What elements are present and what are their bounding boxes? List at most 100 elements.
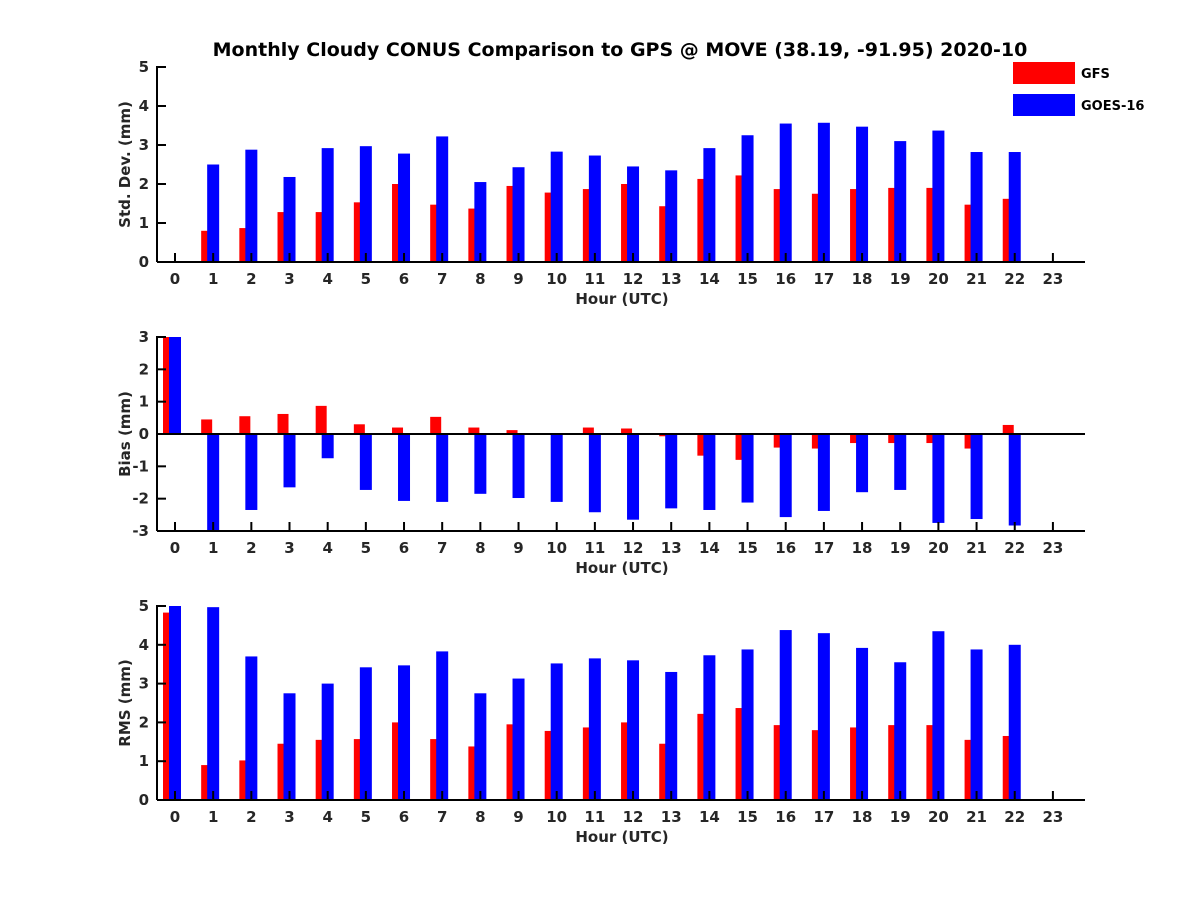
bar-std-dev-gfs-5: [353, 202, 365, 262]
bar-rms-goes16-14: [703, 655, 716, 800]
x-tick-label-std-dev-14: 14: [699, 270, 720, 288]
bar-std-dev-gfs-20: [926, 187, 938, 262]
bar-rms-goes16-9: [512, 678, 525, 800]
bar-bias-gfs-18: [850, 434, 862, 444]
bar-rms-goes16-1: [207, 607, 220, 800]
bar-bias-goes16-19: [894, 434, 907, 490]
bar-bias-gfs-4: [315, 405, 327, 434]
bar-bias-gfs-21: [964, 434, 976, 449]
bar-rms-goes16-20: [932, 631, 945, 800]
panel-bias: 0 1 2 3 4 5 6 7 8 9 10 11 12 13 14 15 16 17 18 19 20 21 22 23-3…: [116, 328, 1085, 577]
x-tick-label-std-dev-10: 10: [546, 270, 567, 288]
x-tick-label-bias-18: 18: [852, 539, 873, 557]
bar-bias-gfs-7: [430, 416, 442, 434]
bar-rms-gfs-2: [239, 760, 251, 800]
x-tick-label-bias-21: 21: [966, 539, 987, 557]
bar-std-dev-goes16-17: [817, 122, 830, 263]
bar-bias-goes16-10: [550, 434, 563, 502]
bar-std-dev-goes16-6: [398, 153, 411, 262]
x-tick-label-bias-16: 16: [775, 539, 796, 557]
y-tick-label-std-dev-3: 3: [139, 136, 149, 154]
bar-std-dev-gfs-13: [659, 206, 671, 262]
x-tick-label-rms-11: 11: [584, 808, 605, 826]
y-tick-label-rms-0: 0: [139, 791, 149, 809]
bar-bias-gfs-22: [1002, 424, 1014, 434]
y-tick-label-rms-5: 5: [139, 597, 149, 615]
x-axis-label-rms: Hour (UTC): [575, 828, 668, 846]
y-tick-label-bias--1: -1: [132, 457, 149, 475]
x-tick-label-rms-4: 4: [322, 808, 332, 826]
x-tick-label-bias-8: 8: [475, 539, 485, 557]
x-tick-label-std-dev-9: 9: [513, 270, 523, 288]
y-tick-label-rms-3: 3: [139, 675, 149, 693]
chart-title: Monthly Cloudy CONUS Comparison to GPS @…: [213, 39, 1028, 61]
bar-rms-goes16-6: [398, 665, 411, 800]
bar-bias-gfs-12: [621, 428, 633, 434]
bar-bias-goes16-7: [436, 434, 449, 502]
bar-std-dev-gfs-7: [430, 204, 442, 262]
bar-rms-gfs-21: [964, 739, 976, 800]
x-tick-label-rms-5: 5: [361, 808, 371, 826]
panel-rms: 0 1 2 3 4 5 6 7 8 9 10 11 12 13 14 15 16 17 18 19 20 21 22 2301…: [116, 597, 1085, 846]
y-tick-label-std-dev-2: 2: [139, 175, 149, 193]
bar-rms-gfs-10: [544, 730, 556, 800]
bar-std-dev-goes16-19: [894, 141, 907, 262]
bar-std-dev-gfs-18: [850, 189, 862, 262]
bar-rms-gfs-15: [735, 708, 747, 800]
panel-std-dev: 0 1 2 3 4 5 6 7 8 9 10 11 12 13 14 15 16 17 18 19 20 21 22 2301…: [116, 58, 1085, 308]
bar-std-dev-goes16-3: [283, 176, 296, 262]
x-tick-label-bias-11: 11: [584, 539, 605, 557]
bar-std-dev-goes16-16: [779, 123, 792, 262]
bar-rms-goes16-0: [169, 606, 181, 800]
x-tick-label-bias-17: 17: [813, 539, 834, 557]
bar-rms-goes16-7: [436, 651, 449, 800]
x-tick-label-rms-7: 7: [437, 808, 447, 826]
bar-rms-goes16-10: [550, 663, 563, 800]
bar-rms-gfs-6: [392, 722, 404, 800]
x-tick-label-std-dev-8: 8: [475, 270, 485, 288]
bar-bias-goes16-15: [741, 434, 754, 503]
bar-std-dev-goes16-18: [856, 126, 869, 262]
bar-rms-gfs-18: [850, 727, 862, 800]
x-tick-label-bias-10: 10: [546, 539, 567, 557]
y-tick-label-std-dev-0: 0: [139, 253, 149, 271]
bar-bias-goes16-20: [932, 434, 945, 523]
bar-std-dev-gfs-1: [201, 230, 213, 262]
bar-std-dev-goes16-21: [970, 152, 983, 262]
x-tick-label-bias-12: 12: [623, 539, 644, 557]
x-tick-label-bias-5: 5: [361, 539, 371, 557]
bar-rms-goes16-16: [779, 630, 792, 800]
bar-bias-goes16-16: [779, 434, 792, 518]
legend-swatch-goes16: [1013, 94, 1075, 116]
x-tick-label-rms-8: 8: [475, 808, 485, 826]
bar-rms-goes16-22: [1008, 644, 1021, 800]
x-tick-label-std-dev-5: 5: [361, 270, 371, 288]
x-tick-label-rms-14: 14: [699, 808, 720, 826]
bar-std-dev-goes16-12: [627, 166, 640, 262]
x-tick-label-std-dev-6: 6: [399, 270, 409, 288]
bar-bias-goes16-17: [817, 434, 830, 511]
x-tick-label-rms-23: 23: [1042, 808, 1063, 826]
bar-std-dev-gfs-4: [315, 212, 327, 262]
bar-std-dev-goes16-7: [436, 136, 449, 262]
y-tick-label-rms-2: 2: [139, 713, 149, 731]
x-tick-label-bias-23: 23: [1042, 539, 1063, 557]
bar-bias-goes16-13: [665, 434, 678, 509]
bar-rms-gfs-4: [315, 739, 327, 800]
x-tick-label-rms-21: 21: [966, 808, 987, 826]
bar-std-dev-gfs-12: [621, 184, 633, 262]
bar-bias-gfs-20: [926, 434, 938, 444]
x-tick-label-std-dev-18: 18: [852, 270, 873, 288]
x-tick-label-bias-4: 4: [322, 539, 332, 557]
x-tick-label-bias-0: 0: [170, 539, 180, 557]
bar-std-dev-gfs-14: [697, 178, 709, 262]
bar-bias-gfs-6: [392, 427, 404, 434]
x-tick-label-rms-0: 0: [170, 808, 180, 826]
x-tick-label-rms-2: 2: [246, 808, 256, 826]
x-tick-label-std-dev-4: 4: [322, 270, 332, 288]
bar-bias-goes16-18: [856, 434, 869, 493]
bar-std-dev-goes16-4: [321, 148, 334, 262]
x-tick-label-std-dev-12: 12: [623, 270, 644, 288]
x-tick-label-std-dev-11: 11: [584, 270, 605, 288]
